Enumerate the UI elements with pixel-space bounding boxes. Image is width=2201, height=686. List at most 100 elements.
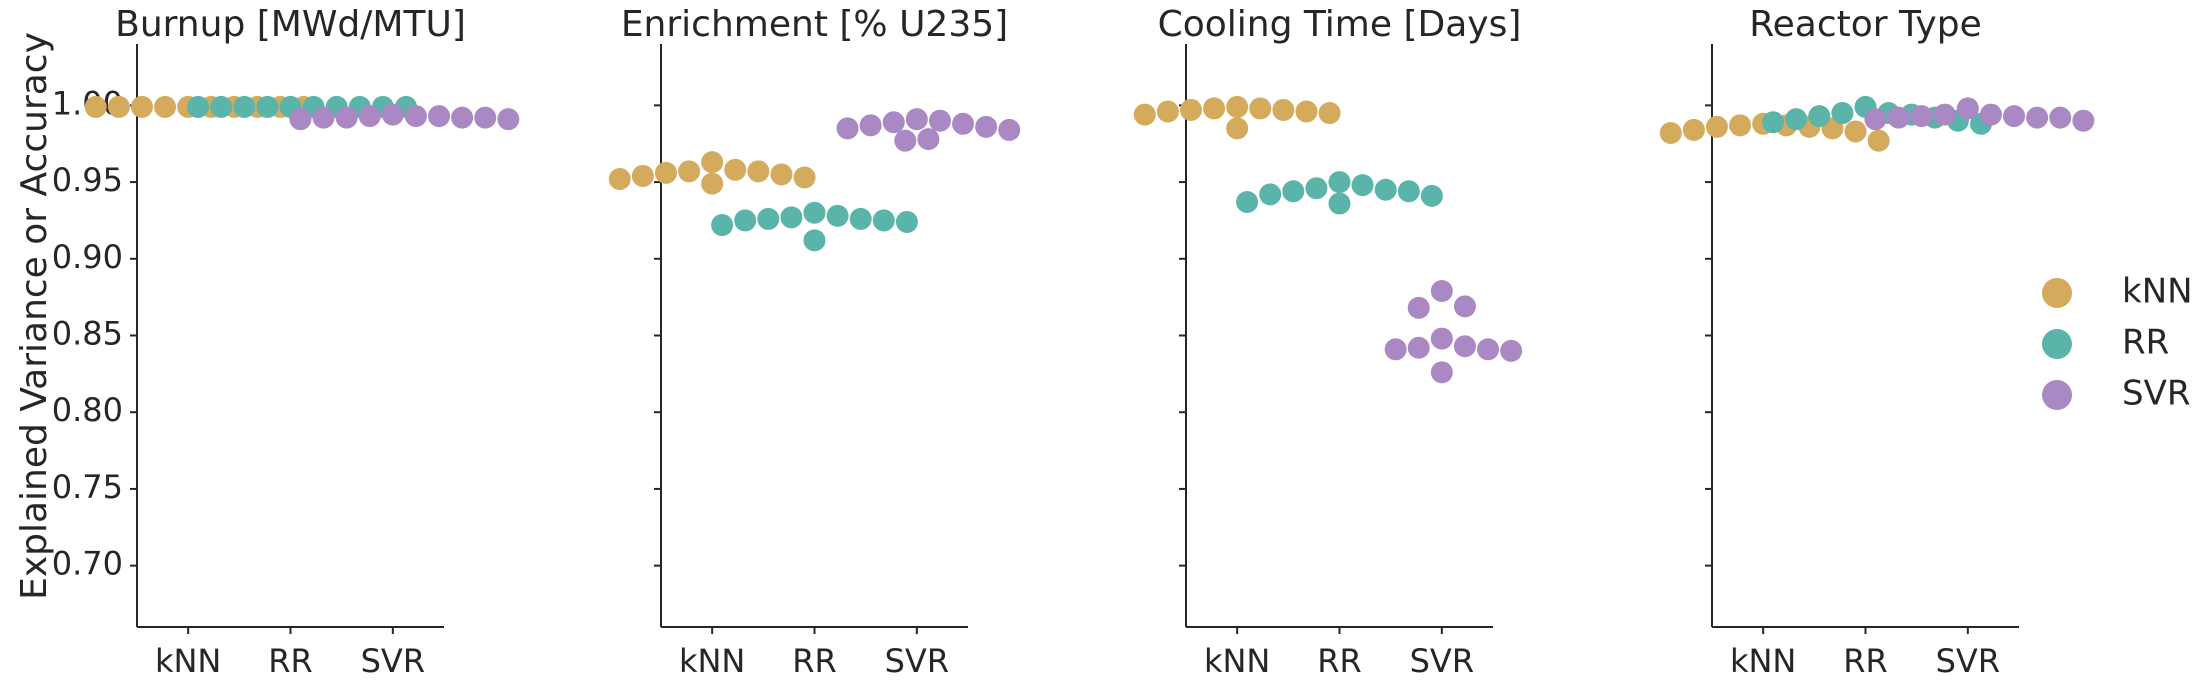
point-svr — [917, 128, 940, 151]
point-svr — [1407, 296, 1430, 319]
point-svr — [859, 114, 882, 137]
x-tick-label: RR — [1843, 642, 1887, 680]
panel-1: 0.700.750.800.850.900.951.00kNNRRSVRBurn… — [52, 4, 520, 680]
y-tick-label: 0.75 — [52, 468, 123, 506]
point-rr — [1420, 184, 1443, 207]
point-knn — [84, 95, 107, 118]
point-knn — [654, 161, 677, 184]
y-tick-label: 0.85 — [52, 315, 123, 353]
x-tick-label: SVR — [1936, 642, 2000, 680]
x-tick-label: kNN — [155, 642, 221, 680]
point-rr — [1831, 102, 1854, 125]
point-svr — [497, 108, 520, 131]
point-knn — [1226, 117, 1249, 140]
point-knn — [1156, 100, 1179, 123]
point-knn — [1705, 115, 1728, 138]
point-svr — [2026, 106, 2049, 129]
point-svr — [404, 105, 427, 128]
y-tick-label: 0.95 — [52, 161, 123, 199]
point-svr — [312, 106, 335, 129]
legend-marker — [2042, 329, 2072, 359]
point-svr — [1500, 339, 1523, 362]
point-rr — [256, 95, 279, 118]
legend-label: kNN — [2122, 272, 2193, 312]
x-tick-label: kNN — [1730, 642, 1796, 680]
point-knn — [1249, 97, 1272, 120]
y-axis-label: Explained Variance or Accuracy — [14, 32, 55, 600]
x-tick-label: SVR — [1410, 642, 1474, 680]
panel-title: Burnup [MWd/MTU] — [115, 4, 466, 45]
point-knn — [770, 163, 793, 186]
legend-label: RR — [2122, 323, 2169, 363]
panel-2: kNN RR SVR Enrichment [% U235] — [608, 4, 1021, 680]
point-rr — [1762, 111, 1785, 134]
point-rr — [711, 214, 734, 237]
point-rr — [210, 95, 233, 118]
point-knn — [793, 166, 816, 189]
x-tick-label: RR — [792, 642, 836, 680]
point-rr — [1305, 177, 1328, 200]
point-rr — [872, 209, 895, 232]
point-rr — [187, 95, 210, 118]
point-svr — [1933, 103, 1956, 126]
legend: kNN RR SVR — [2042, 272, 2193, 414]
point-knn — [1179, 98, 1202, 121]
panel-title: Reactor Type — [1749, 4, 1981, 45]
point-svr — [952, 112, 975, 135]
point-svr — [289, 108, 312, 131]
panel-title: Enrichment [% U235] — [621, 4, 1008, 45]
point-knn — [1133, 103, 1156, 126]
point-svr — [905, 108, 928, 131]
point-svr — [335, 106, 358, 129]
point-svr — [1430, 327, 1453, 350]
point-knn — [1226, 95, 1249, 118]
point-knn — [1203, 97, 1226, 120]
point-knn — [631, 164, 654, 187]
point-svr — [1384, 338, 1407, 361]
point-rr — [1328, 171, 1351, 194]
point-svr — [1453, 295, 1476, 318]
point-svr — [928, 109, 951, 132]
point-knn — [608, 168, 631, 191]
legend-item-svr: SVR — [2042, 374, 2190, 414]
point-rr — [1259, 183, 1282, 206]
point-svr — [998, 118, 1021, 141]
legend-marker — [2042, 380, 2072, 410]
point-rr — [826, 204, 849, 227]
point-rr — [1236, 191, 1259, 214]
point-knn — [107, 95, 130, 118]
point-knn — [154, 95, 177, 118]
point-rr — [1785, 108, 1808, 131]
point-rr — [233, 95, 256, 118]
point-rr — [895, 210, 918, 233]
point-knn — [130, 95, 153, 118]
panel-4: kNN RR SVR Reactor Type — [1659, 4, 2095, 680]
point-svr — [1477, 338, 1500, 361]
point-svr — [882, 111, 905, 134]
point-knn — [1729, 114, 1752, 137]
point-rr — [1351, 174, 1374, 197]
y-tick-label: 0.80 — [52, 391, 123, 429]
legend-marker — [2042, 278, 2072, 308]
point-knn — [701, 151, 724, 174]
point-rr — [849, 207, 872, 230]
point-svr — [1864, 108, 1887, 131]
point-rr — [1328, 192, 1351, 215]
x-tick-label: RR — [268, 642, 312, 680]
legend-label: SVR — [2122, 374, 2190, 414]
point-svr — [2072, 109, 2095, 132]
point-rr — [1808, 105, 1831, 128]
point-rr — [1282, 180, 1305, 203]
y-tick-label: 0.90 — [52, 238, 123, 276]
legend-item-knn: kNN — [2042, 272, 2193, 312]
point-svr — [474, 106, 497, 129]
point-knn — [724, 158, 747, 181]
point-rr — [1397, 180, 1420, 203]
panel-title: Cooling Time [Days] — [1158, 4, 1522, 45]
point-knn — [678, 160, 701, 183]
point-rr — [803, 229, 826, 252]
y-tick-label: 0.70 — [52, 545, 123, 583]
x-tick-label: SVR — [885, 642, 949, 680]
point-svr — [451, 106, 474, 129]
